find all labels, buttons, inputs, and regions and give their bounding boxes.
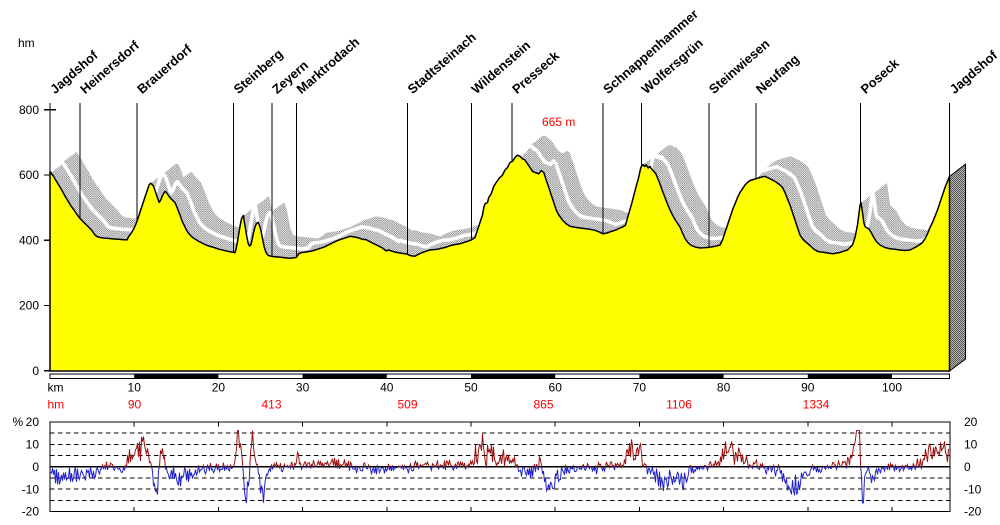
svg-text:1334: 1334 bbox=[803, 398, 830, 412]
svg-text:-10: -10 bbox=[964, 482, 982, 496]
svg-text:10: 10 bbox=[128, 381, 142, 395]
svg-text:413: 413 bbox=[261, 398, 281, 412]
svg-text:60: 60 bbox=[549, 381, 563, 395]
svg-text:0: 0 bbox=[964, 460, 971, 474]
svg-text:0: 0 bbox=[32, 364, 39, 378]
svg-text:600: 600 bbox=[19, 168, 39, 182]
svg-text:20: 20 bbox=[212, 381, 226, 395]
svg-text:800: 800 bbox=[19, 103, 39, 117]
svg-text:10: 10 bbox=[964, 438, 978, 452]
svg-text:70: 70 bbox=[633, 381, 647, 395]
svg-text:50: 50 bbox=[464, 381, 478, 395]
svg-text:0: 0 bbox=[32, 460, 39, 474]
svg-text:865: 865 bbox=[533, 398, 553, 412]
svg-text:km: km bbox=[48, 381, 64, 395]
svg-text:509: 509 bbox=[397, 398, 417, 412]
svg-text:hm: hm bbox=[48, 398, 65, 412]
svg-text:400: 400 bbox=[19, 233, 39, 247]
svg-text:80: 80 bbox=[717, 381, 731, 395]
svg-text:%: % bbox=[13, 415, 24, 429]
svg-text:100: 100 bbox=[882, 381, 902, 395]
svg-text:665 m: 665 m bbox=[542, 115, 575, 129]
svg-text:hm: hm bbox=[18, 36, 35, 50]
svg-text:40: 40 bbox=[380, 381, 394, 395]
svg-text:-20: -20 bbox=[964, 505, 982, 519]
svg-text:-20: -20 bbox=[22, 505, 40, 519]
svg-text:90: 90 bbox=[128, 398, 142, 412]
svg-text:90: 90 bbox=[801, 381, 815, 395]
svg-text:30: 30 bbox=[296, 381, 310, 395]
svg-text:-10: -10 bbox=[22, 482, 40, 496]
svg-text:200: 200 bbox=[19, 299, 39, 313]
svg-text:20: 20 bbox=[26, 415, 40, 429]
svg-text:10: 10 bbox=[26, 438, 40, 452]
svg-text:20: 20 bbox=[964, 415, 978, 429]
svg-text:1106: 1106 bbox=[666, 398, 692, 412]
